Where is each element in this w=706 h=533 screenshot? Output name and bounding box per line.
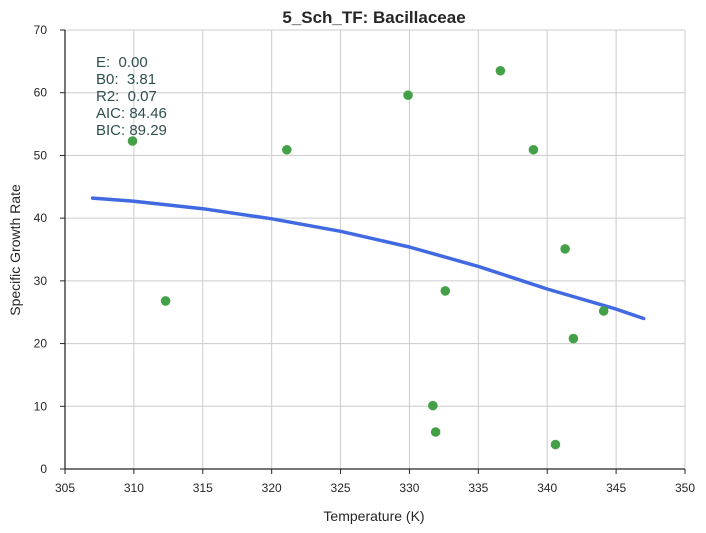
x-tick-label: 325 <box>331 481 351 495</box>
data-point <box>127 136 138 146</box>
data-points <box>127 65 609 450</box>
fit-curve-group <box>90 196 646 321</box>
x-tick-label: 335 <box>468 481 488 495</box>
data-point <box>430 427 441 437</box>
y-axis-label: Specific Growth Rate <box>7 184 23 316</box>
fit-curve <box>90 196 646 321</box>
gridlines <box>64 29 686 470</box>
stat-line: B0: 3.81 <box>96 71 156 88</box>
data-point <box>560 244 570 254</box>
stat-line: E: 0.00 <box>96 54 148 71</box>
data-point <box>568 333 579 344</box>
x-tick-label: 345 <box>606 481 626 495</box>
data-point <box>528 144 539 155</box>
data-point <box>550 439 561 450</box>
x-tick-label: 330 <box>399 481 419 495</box>
x-ticks: 305 310 315 320 325 330 335 340 345 350 <box>55 469 695 495</box>
stat-line: AIC: 84.46 <box>96 105 167 122</box>
x-tick-label: 350 <box>675 481 695 495</box>
y-tick-label: 10 <box>34 399 48 413</box>
data-point <box>428 400 438 411</box>
y-tick-label: 70 <box>34 23 48 37</box>
y-tick-label: 0 <box>40 462 47 476</box>
y-tick-label: 20 <box>34 337 48 351</box>
stat-line: BIC: 89.29 <box>96 122 167 139</box>
x-tick-label: 310 <box>124 481 144 495</box>
axes <box>64 30 685 470</box>
data-point <box>160 296 171 306</box>
data-point <box>282 144 292 155</box>
y-tick-label: 50 <box>34 148 48 162</box>
stat-line: R2: 0.07 <box>96 88 157 105</box>
x-tick-label: 340 <box>537 481 557 495</box>
x-tick-label: 320 <box>262 481 282 495</box>
x-tick-label: 315 <box>193 481 213 495</box>
data-point <box>403 90 413 101</box>
y-tick-label: 60 <box>34 86 48 100</box>
data-point <box>495 65 506 76</box>
x-axis-label: Temperature (K) <box>323 508 424 524</box>
data-point <box>598 306 609 316</box>
y-tick-label: 40 <box>34 211 48 225</box>
y-ticks: 0 10 20 30 40 50 60 70 <box>34 23 65 476</box>
x-tick-label: 305 <box>55 481 75 495</box>
y-tick-label: 30 <box>34 274 48 288</box>
chart-title: 5_Sch_TF: Bacillaceae <box>282 8 465 27</box>
data-point <box>440 286 451 296</box>
